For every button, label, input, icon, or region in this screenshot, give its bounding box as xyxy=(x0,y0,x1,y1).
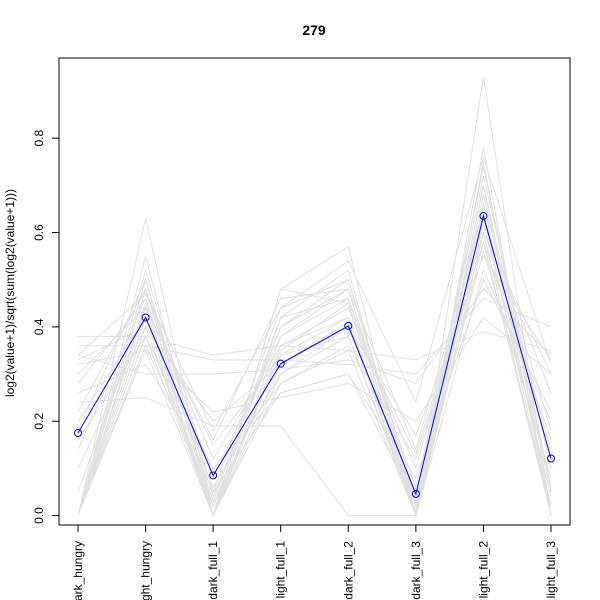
x-tick-label: light_full_3 xyxy=(544,541,558,599)
highlight-point xyxy=(411,489,420,498)
y-tick-label: 0.0 xyxy=(32,507,46,524)
y-tick-label: 0.2 xyxy=(32,413,46,430)
x-tick-label: dark_hungry xyxy=(71,541,85,600)
y-tick-label: 0.6 xyxy=(32,224,46,241)
highlight-point xyxy=(209,471,218,480)
highlight-point xyxy=(141,313,150,322)
y-axis-label: log2(value+1)/sqrt(sum(log2(value+1))) xyxy=(3,189,17,397)
highlight-series-line xyxy=(77,214,552,496)
x-tick-label: light_hungry xyxy=(139,541,153,600)
x-tick-label: dark_full_1 xyxy=(206,541,220,600)
y-axis: 0.0 0.2 0.4 0.6 0.8 xyxy=(32,130,60,524)
background-series-line xyxy=(77,155,552,432)
x-tick-label: dark_full_3 xyxy=(409,541,423,600)
background-series-line xyxy=(77,316,552,422)
background-series-line xyxy=(77,268,552,517)
background-series-line xyxy=(77,185,552,509)
background-series-line xyxy=(78,331,552,361)
highlight-point xyxy=(276,359,285,368)
y-tick-label: 0.8 xyxy=(32,130,46,147)
background-series-line xyxy=(77,211,552,516)
background-series-line xyxy=(77,216,552,499)
background-series-line xyxy=(77,222,552,513)
highlight-point xyxy=(74,429,82,438)
x-tick-label: dark_full_2 xyxy=(341,541,355,600)
highlight-point xyxy=(547,454,555,463)
background-series-line xyxy=(77,76,552,518)
y-tick-label: 0.4 xyxy=(32,318,46,335)
x-tick-label: light_full_1 xyxy=(274,541,288,599)
highlight-series-group xyxy=(74,212,555,498)
background-series-group xyxy=(77,76,552,518)
highlight-point xyxy=(344,321,353,330)
x-tick-label: light_full_2 xyxy=(476,541,490,599)
background-series-line xyxy=(77,232,552,518)
chart-title: 279 xyxy=(302,22,326,38)
background-series-line xyxy=(77,241,552,518)
x-axis: dark_hungry light_hungry dark_full_1 light_… xyxy=(71,524,558,600)
highlight-point xyxy=(479,212,488,221)
